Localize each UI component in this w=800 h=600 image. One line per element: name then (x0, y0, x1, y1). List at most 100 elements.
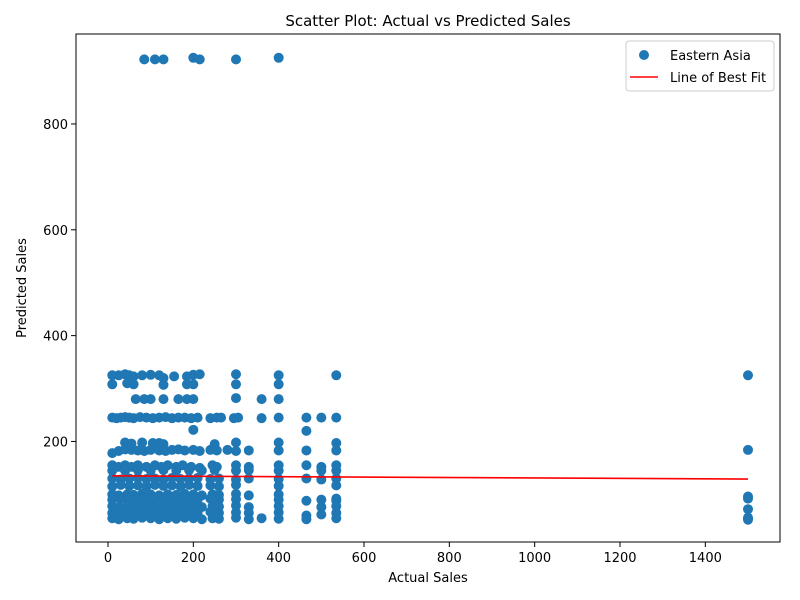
data-point (243, 473, 254, 484)
y-axis-ticks: 200 400 600 800 (43, 118, 76, 450)
data-point (301, 412, 312, 423)
data-point (137, 512, 148, 523)
data-point (107, 465, 118, 476)
x-tick-label: 1400 (689, 551, 722, 566)
data-point (171, 513, 182, 524)
data-point (192, 480, 203, 491)
data-point (184, 465, 195, 476)
y-tick-label: 600 (43, 224, 68, 239)
data-point (179, 445, 190, 456)
data-point (316, 509, 327, 520)
x-tick-label: 400 (266, 551, 291, 566)
data-point (231, 479, 241, 490)
data-point (273, 465, 284, 476)
y-tick-label: 800 (43, 118, 68, 133)
data-point (231, 500, 241, 511)
data-point (158, 54, 169, 65)
data-point (243, 514, 254, 525)
data-point (231, 512, 241, 523)
x-tick-label: 200 (181, 551, 206, 566)
data-point (331, 412, 342, 423)
data-point (301, 495, 312, 506)
data-point (169, 371, 180, 382)
data-point (171, 465, 182, 476)
data-point (231, 465, 241, 476)
data-point (231, 445, 241, 456)
data-point (273, 52, 284, 63)
data-point (145, 444, 156, 455)
data-point (137, 370, 148, 381)
data-point (231, 54, 241, 65)
data-point (196, 465, 207, 476)
x-axis-ticks: 0 200 400 600 800 1000 1200 1400 (104, 542, 722, 566)
data-point (301, 425, 312, 436)
data-point (209, 465, 220, 476)
data-point (128, 513, 139, 524)
data-point (331, 473, 342, 484)
data-point (132, 465, 143, 476)
data-point (213, 481, 224, 492)
data-point (132, 480, 143, 491)
data-point (216, 412, 227, 423)
fit-line (112, 475, 749, 480)
data-point (158, 480, 169, 491)
data-point (331, 465, 342, 476)
data-point (222, 444, 233, 455)
data-point (188, 394, 199, 405)
data-point (158, 465, 169, 476)
data-point (273, 370, 284, 381)
data-point (213, 494, 224, 505)
data-point (194, 369, 205, 380)
y-tick-label: 400 (43, 330, 68, 345)
data-point (139, 54, 150, 65)
data-point (231, 437, 241, 448)
data-point (233, 412, 244, 423)
x-tick-label: 600 (352, 551, 377, 566)
data-point (301, 473, 312, 484)
data-point (301, 460, 312, 471)
data-point (107, 481, 118, 492)
data-point (331, 480, 342, 491)
data-point (273, 437, 284, 448)
fit-line-layer (112, 475, 749, 480)
data-point (273, 412, 284, 423)
legend-label-fit-line: Line of Best Fit (670, 71, 766, 86)
data-point (331, 501, 342, 512)
data-point (301, 514, 312, 525)
data-point (273, 480, 284, 491)
data-point (205, 480, 216, 491)
x-axis-label: Actual Sales (388, 571, 468, 586)
data-point (145, 513, 156, 524)
data-point (273, 394, 284, 405)
data-point (211, 445, 222, 456)
data-point (188, 513, 199, 524)
data-point (137, 437, 148, 448)
data-point (120, 465, 131, 476)
legend: Eastern Asia Line of Best Fit (625, 40, 775, 92)
data-point (743, 444, 753, 455)
data-point (331, 370, 342, 381)
data-point (173, 394, 184, 405)
y-axis-label: Predicted Sales (15, 238, 30, 338)
data-point (162, 513, 173, 524)
chart-title: Scatter Plot: Actual vs Predicted Sales (285, 12, 570, 30)
data-point (316, 412, 327, 423)
data-point (124, 480, 135, 491)
data-point (743, 493, 753, 504)
x-tick-label: 1200 (603, 551, 636, 566)
data-point (107, 379, 118, 390)
data-point (243, 465, 254, 476)
data-point (188, 379, 199, 390)
data-point (316, 494, 327, 505)
data-point (273, 445, 284, 456)
data-point (743, 514, 753, 525)
data-point (128, 379, 139, 390)
data-point (331, 438, 342, 449)
data-point (743, 504, 753, 515)
data-point (331, 445, 342, 456)
data-point (141, 481, 152, 492)
data-point (316, 474, 327, 485)
data-point (331, 513, 342, 524)
data-point (273, 379, 284, 390)
